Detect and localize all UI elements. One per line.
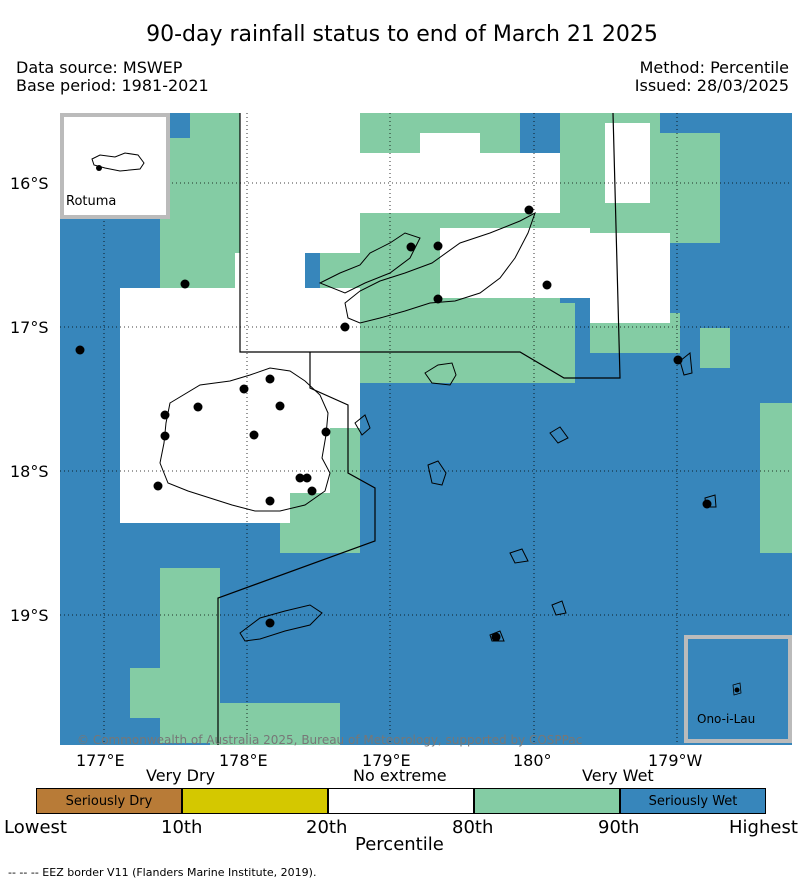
ono-i-lau-inset <box>684 635 792 743</box>
page-title: 90-day rainfall status to end of March 2… <box>146 22 658 47</box>
lon-tick: 180° <box>513 751 552 770</box>
legend-bound: Lowest <box>4 817 67 838</box>
legend-group-very-dry: Very Dry <box>146 766 216 785</box>
copyright: © Commonwealth of Australia 2025, Bureau… <box>77 733 583 747</box>
lon-tick: 179°E <box>362 751 411 770</box>
legend-group-no-extreme: No extreme <box>353 766 447 785</box>
legend-bound: Highest <box>729 817 798 838</box>
eez-border <box>239 113 621 379</box>
lon-tick: 178°E <box>219 751 268 770</box>
base-period: Base period: 1981-2021 <box>16 76 209 95</box>
lat-tick: 17°S <box>10 318 49 337</box>
graticule <box>60 113 792 745</box>
legend-box-seriously-wet: Seriously Wet <box>620 788 766 814</box>
station-markers <box>75 205 712 642</box>
rotuma-label: Rotuma <box>66 194 117 209</box>
method: Method: Percentile <box>639 58 789 77</box>
legend-box-very-wet <box>474 788 620 814</box>
ono-i-lau-label: Ono-i-Lau <box>697 712 756 726</box>
lon-tick: 177°E <box>76 751 125 770</box>
legend-group-very-wet: Very Wet <box>582 766 654 785</box>
legend-box-no-extreme <box>328 788 474 814</box>
lat-tick: 18°S <box>10 462 49 481</box>
rotuma-inset <box>60 113 170 219</box>
legend-bound: 80th <box>452 817 494 838</box>
lat-tick: 19°S <box>10 606 49 625</box>
legend-axis-label: Percentile <box>355 834 444 855</box>
footnote: -- -- -- EEZ border V11 (Flanders Marine… <box>8 866 317 879</box>
issued-date: Issued: 28/03/2025 <box>634 76 789 95</box>
legend-bound: 10th <box>161 817 203 838</box>
data-source: Data source: MSWEP <box>16 58 183 77</box>
rainfall-map <box>60 113 792 745</box>
legend-box-seriously-dry: Seriously Dry <box>36 788 182 814</box>
legend-bound: 20th <box>306 817 348 838</box>
legend-bound: 90th <box>598 817 640 838</box>
legend-box-very-dry <box>182 788 328 814</box>
lon-tick: 179°W <box>648 751 703 770</box>
lat-tick: 16°S <box>10 174 49 193</box>
